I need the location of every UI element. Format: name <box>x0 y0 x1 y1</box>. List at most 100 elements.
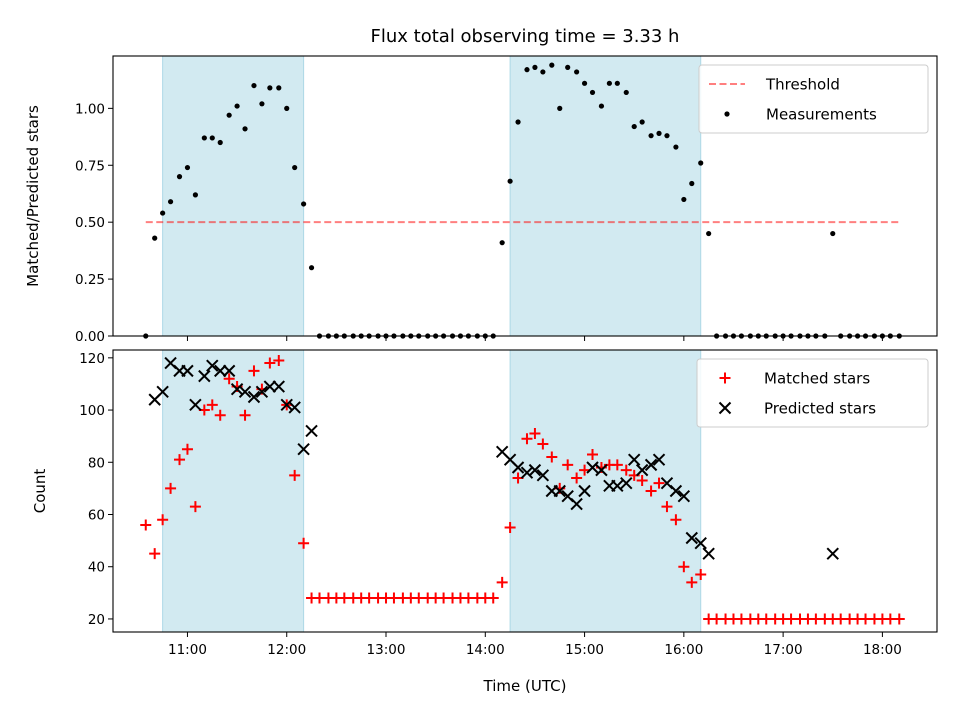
matched-star-point <box>537 438 549 450</box>
predicted-star-point <box>206 359 219 372</box>
predicted-star-point <box>644 458 658 472</box>
predicted-star-point <box>263 380 277 393</box>
x-tick-label: 13:00 <box>367 642 406 658</box>
matched-star-point <box>165 482 177 494</box>
matched-star-point <box>181 443 193 455</box>
legend: Threshold Measurements <box>698 64 929 134</box>
y-tick-label: 0.00 <box>75 329 105 345</box>
predicted-star-point <box>520 466 534 479</box>
measurement-point <box>681 196 687 203</box>
matched-star-point <box>298 537 310 549</box>
legend-matched-swatch <box>719 372 731 384</box>
measurement-point <box>540 69 546 75</box>
observing-window-span <box>509 55 702 337</box>
measurement-point <box>549 62 555 68</box>
matched-star-point <box>174 454 186 466</box>
predicted-star-point <box>305 424 318 438</box>
matched-star-point <box>223 373 235 385</box>
measurement-point <box>259 101 265 107</box>
predicted-star-point <box>280 398 293 412</box>
matched-star-point <box>206 399 218 411</box>
legend-predicted-swatch <box>718 401 732 415</box>
measurement-point <box>631 123 637 130</box>
predicted-star-point <box>669 484 683 498</box>
measurement-point <box>234 103 240 109</box>
matched-star-point <box>636 475 648 487</box>
matched-star-point <box>686 576 698 588</box>
predicted-star-point <box>198 369 211 383</box>
measurement-point <box>251 82 257 89</box>
matched-star-point <box>264 357 276 369</box>
x-tick-label: 14:00 <box>466 642 505 658</box>
legend-box <box>696 358 929 428</box>
legend-label: Measurements <box>766 106 877 124</box>
matched-star-point <box>140 519 152 531</box>
predicted-star-point <box>255 385 269 398</box>
legend-label: Threshold <box>765 76 840 94</box>
y-axis-label: Matched/Predicted stars <box>24 105 42 287</box>
predicted-star-point <box>635 463 649 477</box>
measurement-point <box>581 80 588 86</box>
predicted-star-point <box>181 364 194 378</box>
measurement-point <box>639 119 645 125</box>
matched-star-point <box>571 472 583 484</box>
predicted-star-point <box>553 484 566 498</box>
measurement-point <box>656 130 662 136</box>
predicted-star-point <box>586 461 599 474</box>
measurement-point <box>160 210 166 216</box>
measurement-point <box>698 160 704 166</box>
measurement-point <box>664 133 670 139</box>
measurement-point <box>532 64 538 70</box>
matched-star-point <box>611 459 623 471</box>
measurement-point <box>598 103 605 109</box>
measurement-point <box>606 80 612 86</box>
y-tick-label: 1.00 <box>75 101 105 117</box>
measurement-point <box>167 199 174 205</box>
matched-star-point <box>678 561 690 573</box>
matched-star-point <box>587 448 599 460</box>
matched-star-point <box>661 501 673 513</box>
matched-star-point <box>289 469 301 481</box>
legend-label: Predicted stars <box>764 400 876 418</box>
measurement-point <box>830 230 836 237</box>
matched-star-point <box>149 548 161 560</box>
matched-star-point <box>189 501 201 513</box>
axes-frame <box>112 349 938 633</box>
predicted-star-point <box>536 469 550 482</box>
predicted-star-point <box>611 479 624 492</box>
legend-label: Matched stars <box>764 370 870 388</box>
predicted-star-point <box>222 364 236 378</box>
predicted-star-point <box>214 364 227 378</box>
measurement-point <box>217 139 223 146</box>
measurement-point <box>308 265 315 271</box>
measurement-point <box>152 235 158 241</box>
measurement-point <box>184 164 191 171</box>
legend-measurements-swatch <box>724 111 730 117</box>
predicted-star-point <box>685 531 698 545</box>
predicted-star-point <box>189 398 202 412</box>
y-tick-label: 0.25 <box>75 272 105 288</box>
measurement-point <box>557 105 563 111</box>
predicted-star-point <box>595 463 608 477</box>
matched-star-point <box>695 569 707 581</box>
chart-title: Flux total observing time = 3.33 h <box>371 26 680 47</box>
measurement-point <box>276 85 282 91</box>
observing-window-span <box>162 55 305 337</box>
observing-window-span <box>162 349 305 633</box>
measurement-point <box>226 112 232 118</box>
predicted-star-point <box>578 484 591 498</box>
y-tick-label: 80 <box>88 455 105 471</box>
measurement-point <box>242 126 248 132</box>
measurement-point <box>507 178 513 184</box>
predicted-star-point <box>238 385 252 398</box>
measurement-point <box>689 180 695 187</box>
measurement-point <box>301 201 307 207</box>
predicted-star-point <box>826 547 839 560</box>
measurement-point <box>574 69 580 75</box>
x-tick-label: 11:00 <box>168 642 207 658</box>
measurement-point <box>623 89 629 96</box>
matched-star-point <box>546 451 558 463</box>
y-axis-label: Count <box>31 469 49 514</box>
y-tick-label: 40 <box>88 560 105 576</box>
top-panel-ratio: 0.00 0.25 0.50 0.75 1.00 Matched/Predicted st… <box>24 55 938 345</box>
